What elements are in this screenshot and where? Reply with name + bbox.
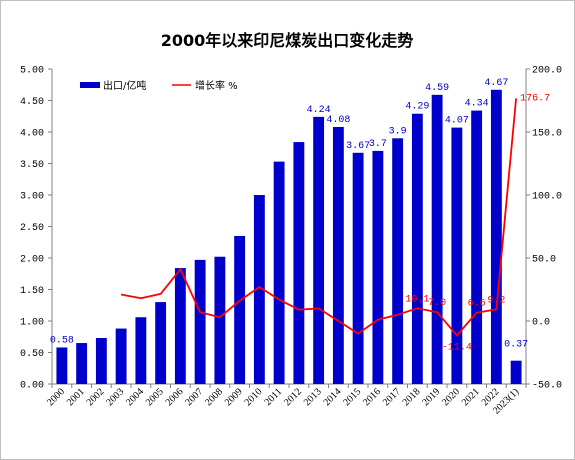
left-tick-label: 4.00 bbox=[20, 129, 44, 140]
bar bbox=[56, 347, 68, 384]
left-tick-label: 4.50 bbox=[20, 97, 44, 108]
bar-data-label: 4.24 bbox=[307, 105, 331, 116]
legend-bar-label: 出口/亿吨 bbox=[103, 79, 146, 92]
x-tick-label: 2012 bbox=[282, 386, 304, 408]
x-tick-label: 2009 bbox=[223, 386, 245, 408]
bar-data-label: 4.08 bbox=[326, 115, 350, 126]
right-tick-label: 100.0 bbox=[532, 192, 562, 203]
bar bbox=[372, 150, 384, 384]
left-tick-label: 5.00 bbox=[20, 66, 44, 77]
x-tick-label: 2008 bbox=[203, 386, 225, 408]
x-tick-label: 2005 bbox=[144, 386, 166, 408]
growth-line bbox=[120, 98, 517, 337]
right-tick-label: -50.0 bbox=[532, 381, 562, 392]
x-tick-label: 2011 bbox=[263, 386, 285, 408]
x-tick-label: 2014 bbox=[322, 386, 344, 408]
bar-data-label: 4.67 bbox=[484, 78, 508, 89]
bar bbox=[510, 360, 522, 384]
legend-line-label: 增长率 % bbox=[195, 79, 238, 92]
bar bbox=[273, 161, 285, 384]
left-tick-label: 3.00 bbox=[20, 192, 44, 203]
x-tick-label: 2021 bbox=[460, 386, 482, 408]
bar bbox=[471, 110, 483, 384]
bar bbox=[411, 113, 423, 384]
bar bbox=[253, 195, 265, 384]
left-tick-label: 1.50 bbox=[20, 286, 44, 297]
x-tick-label: 2017 bbox=[381, 386, 403, 408]
bar bbox=[234, 235, 246, 384]
x-tick-label: 2004 bbox=[124, 386, 146, 408]
bar bbox=[115, 328, 127, 384]
bar bbox=[451, 127, 463, 384]
bar-data-label: 0.37 bbox=[504, 340, 528, 351]
x-tick-label: 2018 bbox=[401, 386, 423, 408]
bar bbox=[313, 116, 325, 384]
bar bbox=[76, 343, 88, 384]
line-data-label: -11.4 bbox=[442, 342, 472, 353]
x-tick-label: 2019 bbox=[420, 386, 442, 408]
bar-data-label: 3.9 bbox=[389, 126, 407, 137]
line-data-label: 7.0 bbox=[428, 298, 446, 309]
x-tick-label: 2003 bbox=[104, 386, 126, 408]
right-tick-label: 150.0 bbox=[532, 129, 562, 140]
line-data-label: 6.6 bbox=[468, 299, 486, 310]
x-tick-label: 2000 bbox=[45, 386, 67, 408]
left-tick-label: 2.00 bbox=[20, 255, 44, 266]
x-tick-label: 2013 bbox=[302, 386, 324, 408]
chart-title: 2000年以来印尼煤炭出口变化走势 bbox=[161, 31, 414, 50]
left-tick-label: 3.50 bbox=[20, 160, 44, 171]
bar-data-label: 3.67 bbox=[346, 141, 370, 152]
bar bbox=[431, 94, 443, 384]
bar bbox=[194, 259, 206, 384]
bar bbox=[135, 317, 147, 384]
right-tick-label: 50.0 bbox=[532, 255, 556, 266]
bar-data-label: 3.7 bbox=[369, 139, 387, 150]
x-tick-label: 2015 bbox=[341, 386, 363, 408]
bar bbox=[392, 138, 404, 384]
left-tick-label: 0.00 bbox=[20, 381, 44, 392]
bar bbox=[293, 142, 305, 384]
x-tick-label: 2016 bbox=[361, 386, 383, 408]
plot-area: 0.00 0.50 1.00 1.50 2.00 2.50 3.00 3.50 4.00 4.50… bbox=[20, 66, 562, 417]
x-tick-label: 2010 bbox=[243, 386, 265, 408]
bar bbox=[352, 152, 364, 384]
x-tick-label: 2007 bbox=[183, 386, 205, 408]
bar-data-label: 4.34 bbox=[465, 99, 489, 110]
bar bbox=[214, 256, 226, 384]
left-tick-label: 2.50 bbox=[20, 223, 44, 234]
x-tick-label: 2020 bbox=[440, 386, 462, 408]
right-tick-label: 0.0 bbox=[532, 318, 550, 329]
left-tick-label: 1.00 bbox=[20, 318, 44, 329]
bar bbox=[490, 89, 502, 384]
bar bbox=[332, 126, 344, 385]
x-tick-label: 2006 bbox=[164, 386, 186, 408]
bar bbox=[174, 268, 186, 384]
right-tick-label: 200.0 bbox=[532, 66, 562, 77]
bar bbox=[95, 338, 107, 384]
line-data-label: 9.2 bbox=[487, 295, 505, 306]
bar-data-label: 0.58 bbox=[50, 335, 74, 346]
line-data-label: 176.7 bbox=[520, 93, 550, 104]
left-tick-label: 0.50 bbox=[20, 349, 44, 360]
bar-data-label: 4.59 bbox=[425, 83, 449, 94]
legend: 出口/亿吨 增长率 % bbox=[80, 79, 238, 92]
bar-data-label: 4.07 bbox=[445, 116, 469, 127]
bar-data-label: 4.29 bbox=[405, 102, 429, 113]
line-data-label: 10.1 bbox=[405, 294, 429, 305]
legend-bar-swatch bbox=[80, 82, 100, 88]
bar bbox=[155, 302, 167, 384]
x-tick-label: 2001 bbox=[65, 386, 87, 408]
x-tick-label: 2002 bbox=[85, 386, 107, 408]
